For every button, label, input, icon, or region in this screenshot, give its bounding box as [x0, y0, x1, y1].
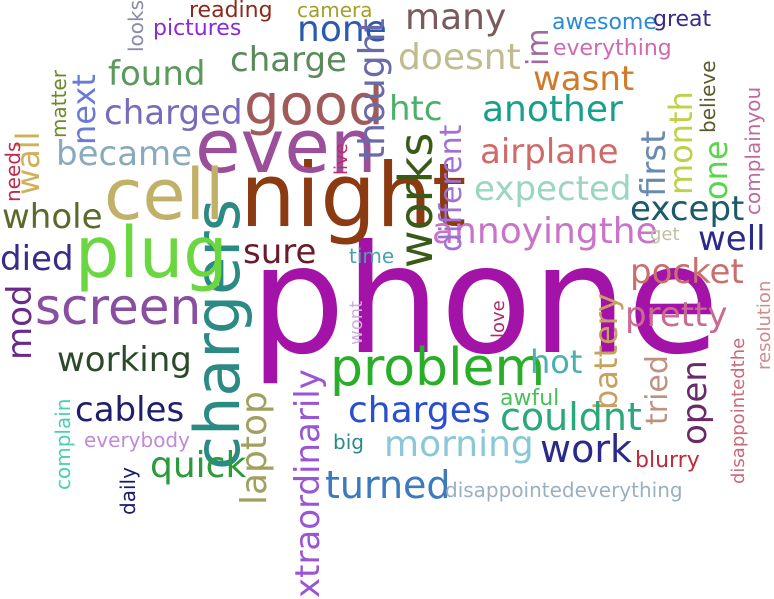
word-work: work [540, 427, 632, 471]
word-wasnt: wasnt [533, 59, 635, 99]
word-great: great [653, 7, 712, 32]
word-month: month [662, 91, 700, 195]
word-sure: sure [243, 232, 317, 272]
word-im: im [521, 28, 556, 66]
word-awesome: awesome [552, 10, 657, 35]
word-cables: cables [75, 390, 185, 430]
word-pocket: pocket [630, 252, 744, 292]
word-hot: hot [530, 343, 583, 381]
word-morning: morning [384, 424, 534, 465]
word-everybody: everybody [84, 428, 190, 452]
word-resolution: resolution [754, 280, 774, 370]
word-working: working [57, 340, 192, 380]
word-thought: thought [352, 18, 393, 160]
word-charges: charges [348, 390, 491, 431]
word-good: good [244, 73, 384, 138]
word-daily: daily [116, 467, 140, 515]
word-get: get [650, 224, 680, 245]
word-screen: screen [35, 278, 202, 336]
word-couldnt: couldnt [500, 395, 642, 439]
word-problem: problem [330, 338, 546, 398]
word-love: love [488, 300, 509, 338]
word-looks: looks [124, 0, 148, 53]
word-battery: battery [587, 293, 625, 410]
word-even: even [195, 104, 377, 190]
word-night: night [240, 144, 467, 247]
word-many: many [405, 0, 507, 38]
word-different: different [434, 124, 469, 252]
word-cell: cell [104, 154, 225, 236]
word-quick: quick [150, 445, 247, 486]
word-doesnt: doesnt [398, 37, 521, 78]
word-awful: awful [500, 386, 560, 411]
word-plug: plug [75, 212, 228, 294]
word-complainyou: complainyou [741, 86, 765, 215]
word-tried: tried [640, 355, 675, 425]
word-time: time [349, 244, 395, 268]
word-died: died [0, 239, 74, 279]
word-turned: turned [325, 463, 451, 507]
word-live: live [331, 143, 352, 175]
word-everything: everything [553, 36, 672, 61]
word-blurry: blurry [635, 448, 700, 473]
word-big: big [333, 430, 364, 454]
word-expected: expected [474, 169, 632, 209]
word-charge: charge [230, 40, 347, 80]
word-except: except [630, 189, 745, 229]
word-needs: needs [1, 141, 25, 202]
word-matter: matter [47, 70, 71, 138]
word-mod: mod [0, 284, 40, 360]
word-believe: believe [696, 60, 720, 133]
word-reading: reading [189, 0, 273, 23]
word-charged: charged [104, 93, 243, 133]
word-wont: wont [346, 300, 367, 345]
word-disappointedthe: disappointedthe [728, 337, 749, 484]
word-open: open [675, 360, 715, 445]
word-pictures: pictures [153, 16, 242, 41]
word-pretty: pretty [625, 295, 728, 335]
word-found: found [108, 54, 206, 94]
word-complain: complain [51, 398, 75, 490]
word-well: well [698, 219, 766, 259]
word-became: became [56, 134, 193, 174]
word-disappointedeverything: disappointedeverything [445, 478, 683, 502]
word-xtraordinarily: xtraordinarily [288, 369, 328, 598]
word-camera: camera [297, 0, 373, 22]
word-another: another [482, 89, 623, 130]
word-annoyingthe: annoyingthe [432, 211, 658, 252]
word-none: none [297, 9, 387, 50]
word-airplane: airplane [480, 132, 619, 172]
word-whole: whole [2, 197, 103, 237]
word-laptop: laptop [234, 391, 275, 505]
word-htc: htc [389, 89, 443, 129]
word-phone: phone [250, 214, 720, 388]
word-next: next [65, 74, 103, 145]
